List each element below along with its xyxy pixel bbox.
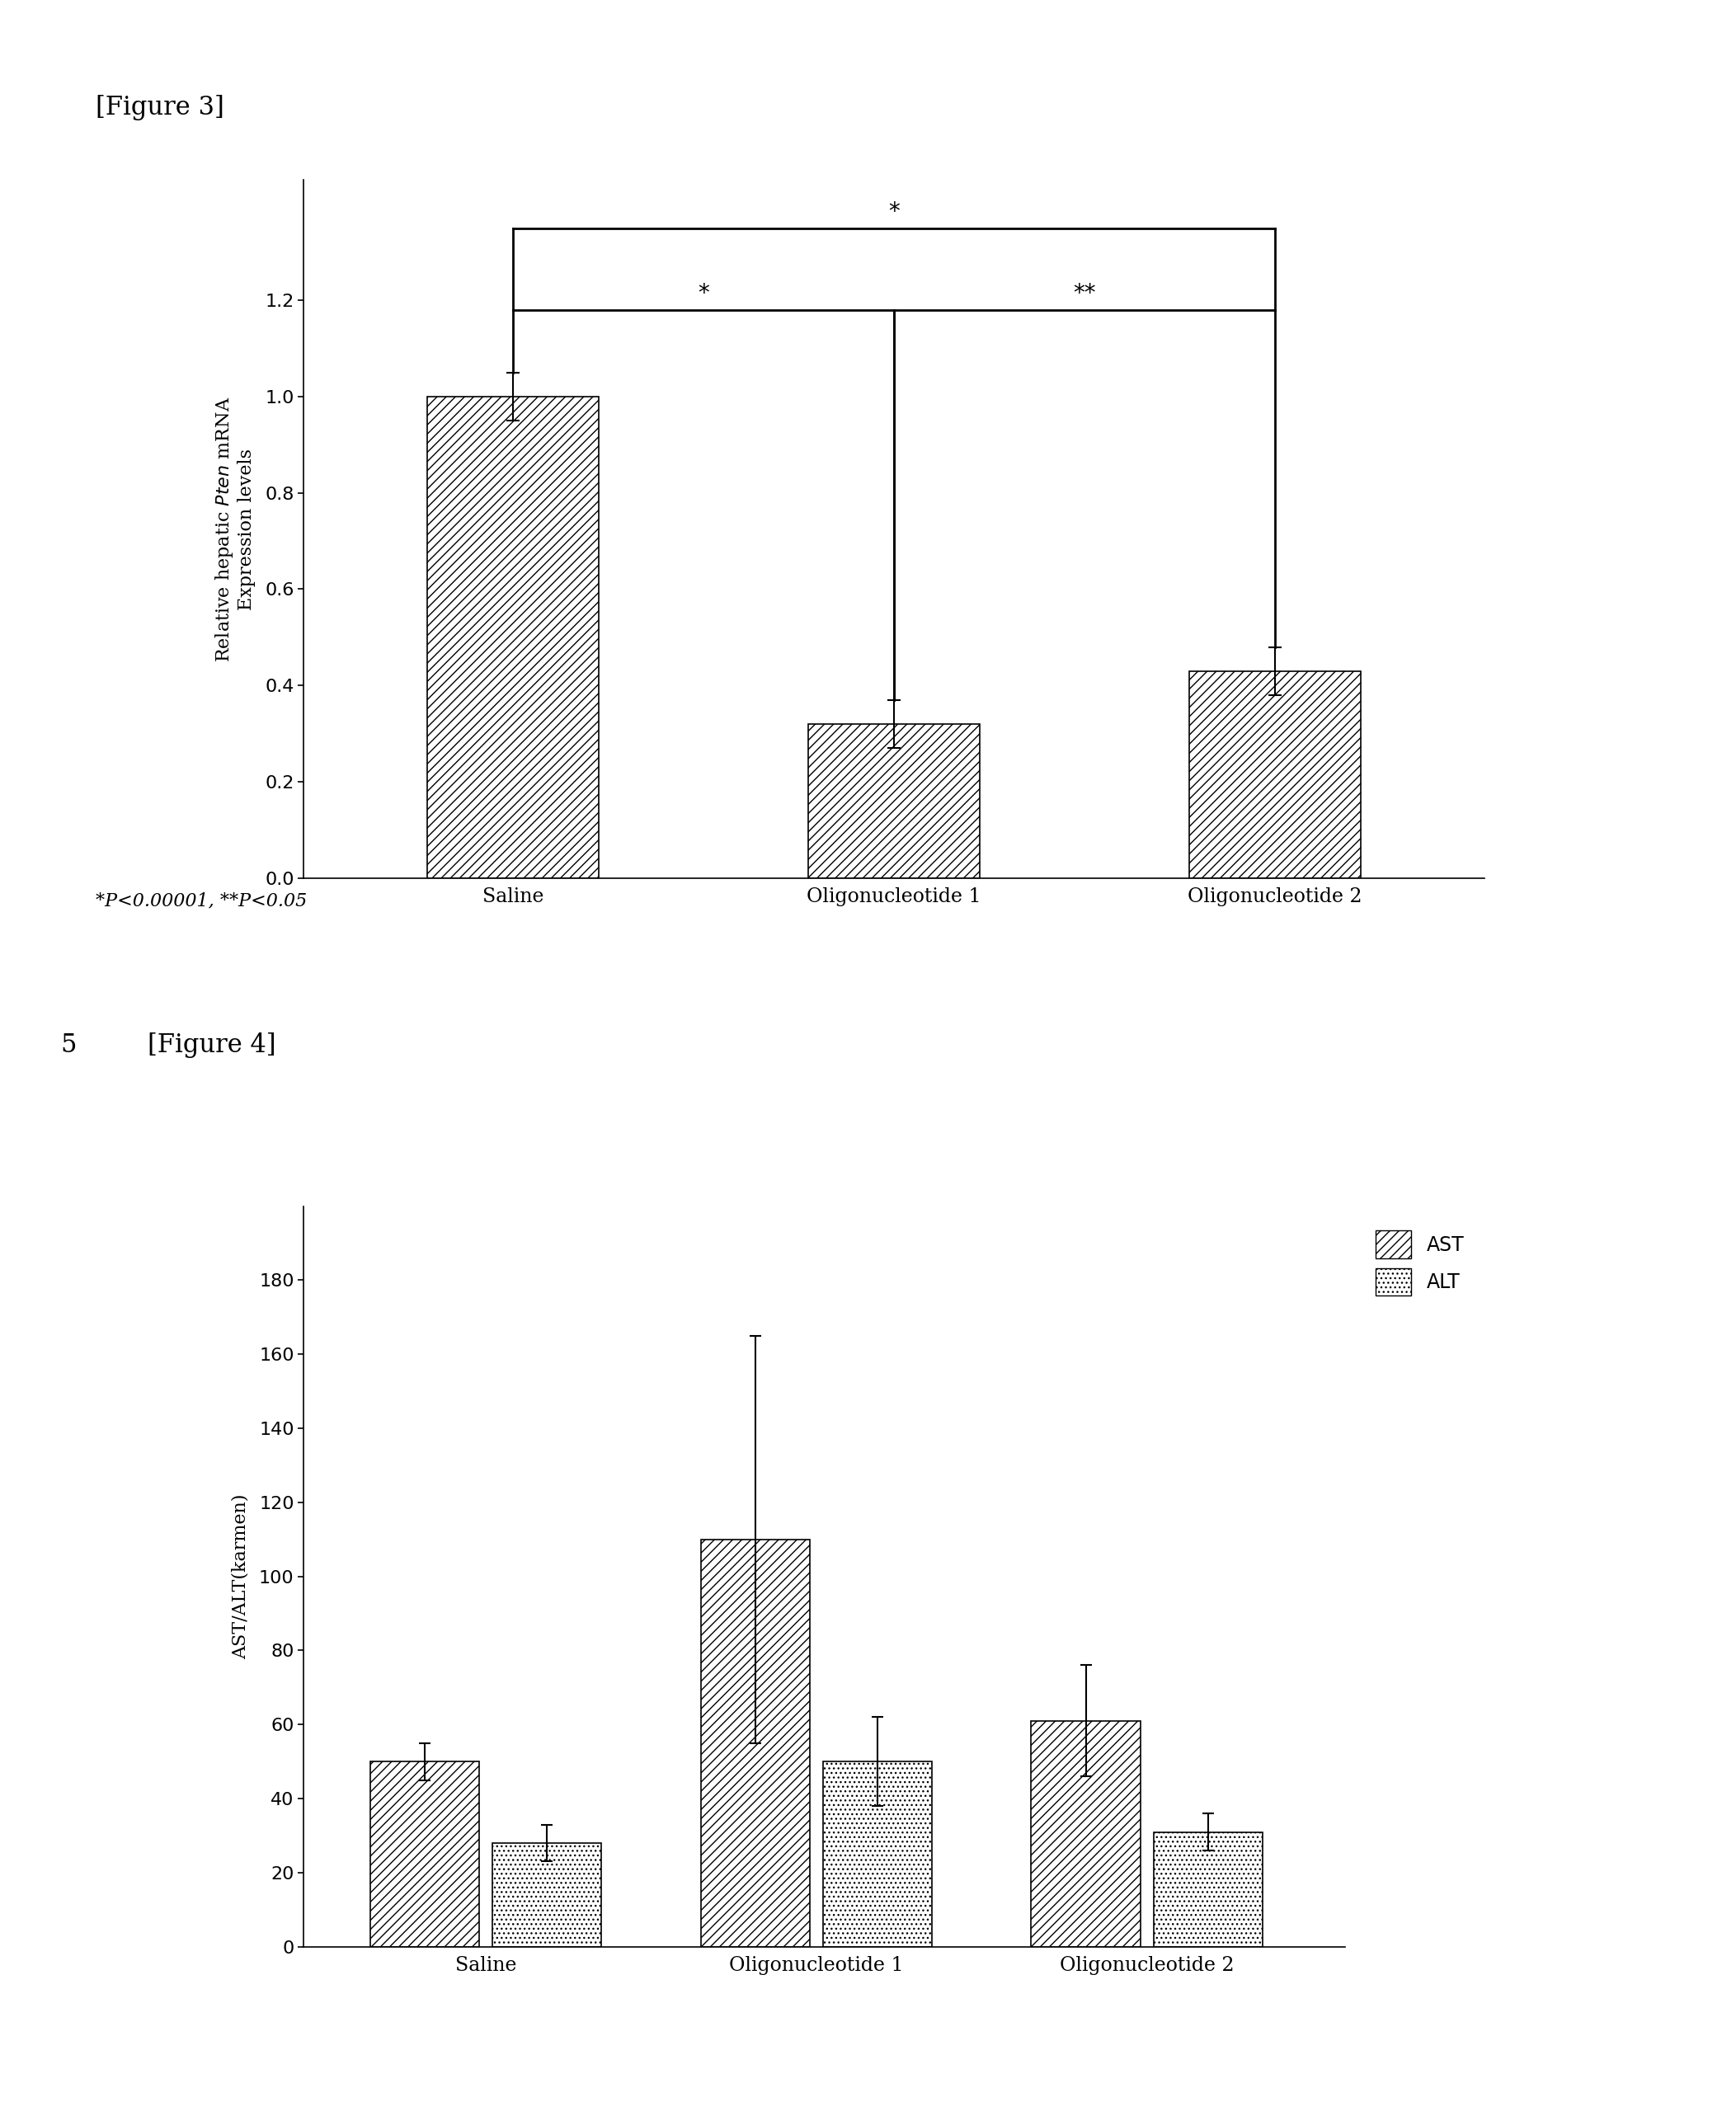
- Bar: [493, 1843, 601, 1947]
- Text: [Figure 4]: [Figure 4]: [148, 1033, 276, 1058]
- Bar: [1154, 1832, 1262, 1947]
- Legend: AST, ALT: AST, ALT: [1377, 1232, 1465, 1295]
- Text: **: **: [1073, 281, 1095, 305]
- Bar: [1031, 1720, 1141, 1947]
- Bar: [701, 1540, 809, 1947]
- Bar: [427, 396, 599, 878]
- Text: *: *: [698, 281, 710, 305]
- Bar: [823, 1761, 932, 1947]
- Y-axis label: AST/ALT(karmen): AST/ALT(karmen): [231, 1494, 250, 1659]
- Bar: [809, 724, 979, 878]
- Text: 5: 5: [61, 1033, 76, 1058]
- Bar: [370, 1761, 479, 1947]
- Text: *: *: [889, 201, 899, 222]
- Text: *P<0.00001, **P<0.05: *P<0.00001, **P<0.05: [95, 891, 307, 910]
- Text: [Figure 3]: [Figure 3]: [95, 95, 224, 121]
- Y-axis label: Relative hepatic $\it{Pten}$ mRNA
Expression levels: Relative hepatic $\it{Pten}$ mRNA Expres…: [214, 396, 255, 662]
- Bar: [1189, 671, 1361, 878]
